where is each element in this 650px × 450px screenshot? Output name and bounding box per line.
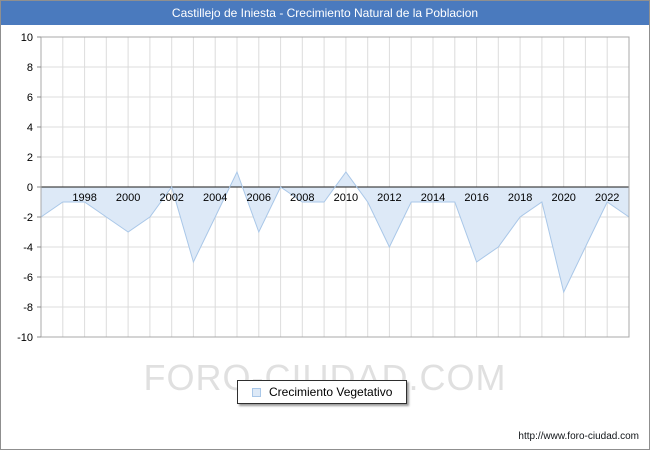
svg-text:2016: 2016 xyxy=(464,192,488,204)
chart-title: Castillejo de Iniesta - Crecimiento Natu… xyxy=(1,1,649,25)
svg-text:2018: 2018 xyxy=(508,192,532,204)
svg-text:-10: -10 xyxy=(17,332,33,344)
svg-text:2006: 2006 xyxy=(247,192,271,204)
svg-text:0: 0 xyxy=(27,182,33,194)
svg-text:2004: 2004 xyxy=(203,192,227,204)
svg-text:2000: 2000 xyxy=(116,192,140,204)
svg-text:2010: 2010 xyxy=(334,192,358,204)
svg-text:2002: 2002 xyxy=(159,192,183,204)
series-area xyxy=(41,172,629,292)
svg-text:-6: -6 xyxy=(23,272,33,284)
svg-text:2012: 2012 xyxy=(377,192,401,204)
y-axis-labels: -10 -8 -6 -4 -2 0 2 4 6 8 10 xyxy=(17,32,41,344)
legend[interactable]: Crecimiento Vegetativo xyxy=(237,380,408,404)
legend-swatch-icon xyxy=(252,387,261,397)
svg-text:6: 6 xyxy=(27,92,33,104)
series-line xyxy=(40,170,630,294)
svg-text:10: 10 xyxy=(21,32,33,44)
svg-text:2020: 2020 xyxy=(551,192,575,204)
growth-area-chart: -10 -8 -6 -4 -2 0 2 4 6 8 10 1998 2000 2002 2004 2006 20… xyxy=(17,32,630,344)
svg-text:2022: 2022 xyxy=(595,192,619,204)
x-axis-labels: 1998 2000 2002 2004 2006 2008 2010 2012 2014 2016… xyxy=(72,192,619,204)
svg-text:2: 2 xyxy=(27,152,33,164)
svg-text:-8: -8 xyxy=(23,302,33,314)
svg-text:1998: 1998 xyxy=(72,192,96,204)
svg-text:2008: 2008 xyxy=(290,192,314,204)
legend-label: Crecimiento Vegetativo xyxy=(269,385,393,399)
svg-text:8: 8 xyxy=(27,62,33,74)
svg-text:-4: -4 xyxy=(23,242,33,254)
site-url-link[interactable]: http://www.foro-ciudad.com xyxy=(518,431,639,442)
plot-area: -10 -8 -6 -4 -2 0 2 4 6 8 10 1998 2000 2002 2004 2006 20… xyxy=(1,25,649,398)
svg-text:4: 4 xyxy=(27,122,33,134)
svg-text:2014: 2014 xyxy=(421,192,445,204)
svg-text:-2: -2 xyxy=(23,212,33,224)
